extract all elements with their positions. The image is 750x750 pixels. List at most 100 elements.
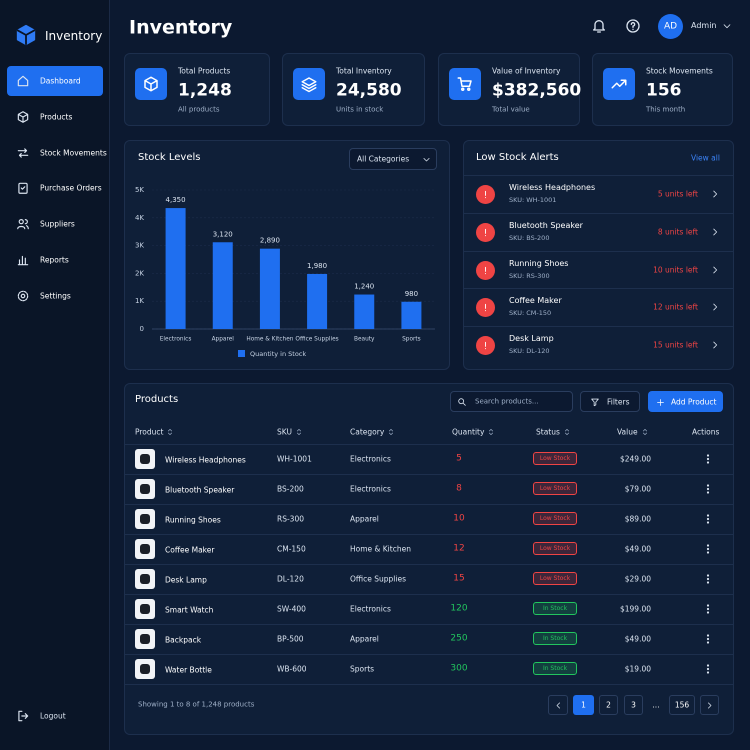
row-actions[interactable]	[702, 483, 714, 495]
sidebar	[0, 0, 110, 750]
product-value: $249.00	[619, 454, 651, 464]
nav-item[interactable]: Settings	[40, 291, 71, 301]
alert-name[interactable]: Desk Lamp	[509, 334, 554, 343]
alert-name[interactable]: Running Shoes	[509, 259, 569, 268]
stat-icon-bg	[449, 68, 481, 100]
page-button[interactable]	[624, 695, 643, 715]
nav-item[interactable]: Purchase Orders	[40, 183, 102, 193]
alert-status: 5 units left	[657, 189, 698, 199]
prev-page[interactable]	[548, 695, 568, 715]
user-name[interactable]: Admin	[691, 21, 717, 30]
row-actions[interactable]	[702, 513, 714, 525]
nav-icon	[17, 111, 29, 123]
page-number: ...	[652, 700, 660, 710]
alert-mark	[485, 341, 486, 350]
column-header[interactable]: Quantity	[452, 427, 485, 437]
pagination-summary: Showing 1 to 8 of 1,248 products	[138, 700, 255, 709]
alert-name[interactable]: Wireless Headphones	[509, 183, 596, 192]
alert-mark	[485, 303, 486, 312]
status-pill	[533, 572, 577, 585]
page-number[interactable]: 156	[674, 700, 690, 710]
row-actions[interactable]	[702, 663, 714, 675]
search-box[interactable]	[450, 391, 573, 412]
product-category: Sports	[350, 664, 375, 674]
nav-item[interactable]: Suppliers	[40, 219, 75, 229]
logout[interactable]: Logout	[40, 711, 66, 721]
nav-item[interactable]: Dashboard	[40, 76, 81, 86]
status-label: In Stock	[542, 664, 568, 672]
chart-filter[interactable]	[349, 148, 437, 170]
filters-label[interactable]: Filters	[607, 397, 630, 407]
column-header[interactable]: Category	[350, 427, 385, 437]
stat-icon	[301, 77, 317, 93]
products-panel	[124, 383, 734, 735]
add-label[interactable]: Add Product	[671, 397, 717, 407]
chart-filter-label[interactable]: All Categories	[357, 154, 410, 164]
nav-item[interactable]: Reports	[40, 255, 69, 265]
stat-sub: This month	[646, 105, 686, 114]
product-value: $199.00	[619, 604, 651, 614]
x-tick-label: Electronics	[160, 337, 192, 343]
row-actions[interactable]	[702, 543, 714, 555]
page-button[interactable]	[599, 695, 618, 715]
product-value: $29.00	[624, 574, 651, 584]
row-actions[interactable]	[702, 633, 714, 645]
nav-item-active[interactable]	[7, 66, 103, 96]
product-thumb-shape	[140, 604, 150, 614]
product-thumb-shape	[140, 574, 150, 584]
column-header[interactable]: Product	[135, 427, 164, 437]
x-tick-label: Beauty	[354, 337, 375, 343]
page-number[interactable]: 2	[606, 700, 611, 710]
product-name[interactable]: Desk Lamp	[165, 575, 207, 585]
product-sku: SW-400	[277, 604, 306, 614]
row-actions[interactable]	[702, 453, 714, 465]
product-name[interactable]: Wireless Headphones	[165, 455, 246, 465]
product-name[interactable]: Water Bottle	[165, 665, 212, 675]
product-category: Office Supplies	[350, 574, 407, 584]
row-actions[interactable]	[702, 603, 714, 615]
product-name[interactable]: Bluetooth Speaker	[165, 485, 235, 495]
search-icon	[458, 398, 466, 406]
page-number[interactable]: 1	[581, 700, 586, 710]
stat-icon-bg	[603, 68, 635, 100]
column-header[interactable]: Status	[536, 427, 560, 437]
sort-icon	[168, 429, 172, 435]
nav-icon	[17, 290, 29, 302]
search-placeholder[interactable]: Search products...	[475, 397, 539, 406]
bar	[401, 301, 422, 329]
sort-icon	[643, 429, 647, 435]
page-button[interactable]	[573, 695, 594, 715]
add-button[interactable]	[648, 391, 723, 412]
product-name[interactable]: Backpack	[165, 635, 202, 645]
stat-icon	[144, 76, 158, 92]
next-page[interactable]	[700, 695, 719, 715]
bar-value-label: 980	[405, 290, 418, 298]
alert-name[interactable]: Coffee Maker	[509, 296, 562, 305]
status-pill	[533, 482, 577, 495]
filters-button[interactable]	[580, 391, 640, 412]
column-header[interactable]: SKU	[277, 427, 292, 437]
alert-status: 15 units left	[653, 340, 698, 350]
bar	[165, 208, 186, 329]
column-header[interactable]: Value	[617, 427, 638, 437]
product-name[interactable]: Smart Watch	[165, 605, 214, 615]
row-actions[interactable]	[702, 573, 714, 585]
avatar[interactable]	[658, 14, 683, 39]
nav-item[interactable]: Stock Movements	[40, 148, 107, 158]
alerts-link[interactable]: View all	[691, 153, 720, 163]
alert-chevron	[713, 266, 718, 274]
bar	[259, 248, 280, 329]
stat-value: 1,248	[178, 80, 232, 101]
page-button[interactable]	[669, 695, 695, 715]
product-name[interactable]: Running Shoes	[165, 515, 221, 525]
product-category: Electronics	[350, 484, 391, 494]
product-thumb-shape	[140, 484, 150, 494]
alert-name[interactable]: Bluetooth Speaker	[509, 221, 583, 230]
nav-item[interactable]: Products	[40, 112, 73, 122]
page-number[interactable]: 3	[631, 700, 636, 710]
bar	[354, 294, 375, 329]
product-thumb-shape	[140, 454, 150, 464]
y-tick-label: 2K	[135, 269, 144, 277]
product-name[interactable]: Coffee Maker	[165, 545, 215, 555]
